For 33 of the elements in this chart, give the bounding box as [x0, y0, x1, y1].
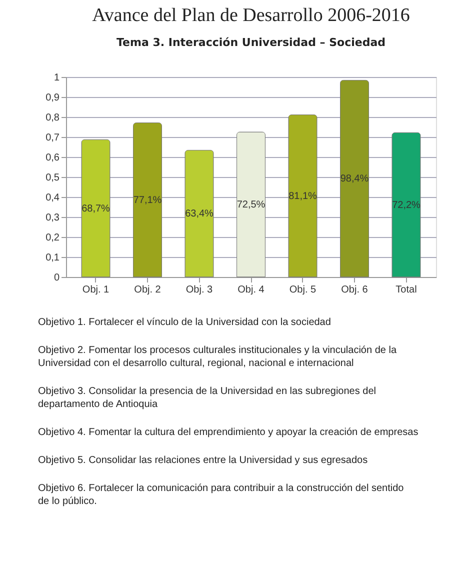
y-tick-label: 0,3 — [46, 212, 60, 224]
y-tick-label: 0,1 — [46, 252, 60, 264]
x-tick-label: Obj. 6 — [341, 284, 368, 296]
chart-subtitle: Tema 3. Interacción Universidad – Sociedad — [116, 36, 386, 49]
data-label: 63,4% — [185, 208, 214, 220]
y-tick-label: 0,9 — [46, 92, 60, 104]
data-label: 68,7% — [82, 203, 110, 214]
text: Objetivo 6. Fortalecer la comunicación para contribuir a la construcción del sentido de lo público. — [38, 483, 404, 507]
data-label: 98,4% — [340, 174, 369, 185]
x-tick-label: Obj. 1 — [82, 284, 110, 296]
text: Objetivo 2. Fomentar los procesos culturales institucionales y la vinculación de la Universidad con el desarrollo cultural, regional, nacional e internacional — [38, 345, 397, 369]
text: Objetivo 1. Fortalecer el vínculo de la Universidad con la sociedad — [38, 317, 331, 328]
y-tick-label: 0 — [54, 272, 60, 284]
x-tick-label: Obj. 4 — [238, 284, 265, 296]
y-tick-label: 0,7 — [46, 132, 60, 144]
y-tick-label: 0,2 — [46, 232, 60, 244]
x-tick-label: Obj. 3 — [186, 284, 214, 296]
y-tick-label: 1 — [54, 72, 60, 84]
y-tick-label: 0,5 — [46, 172, 60, 184]
x-tick-label: Obj. 5 — [289, 284, 317, 296]
data-label: 81,1% — [288, 190, 318, 202]
y-tick-label: 0,4 — [46, 192, 60, 204]
data-label: 72,5% — [236, 200, 266, 210]
x-tick-label: Total — [396, 284, 417, 296]
data-label: 77,1% — [133, 194, 162, 206]
y-tick-label: 0,8 — [46, 112, 60, 124]
data-label: 72,2% — [392, 200, 421, 211]
x-tick-label: Obj. 2 — [134, 284, 162, 296]
text: Objetivo 5. Consolidar las relaciones entre la Universidad y sus egresados — [38, 455, 368, 466]
text: Objetivo 4. Fomentar la cultura del emprendimiento y apoyar la creación de empresas — [38, 427, 418, 438]
y-tick-label: 0,6 — [46, 152, 60, 164]
text: Objetivo 3. Consolidar la presencia de la Universidad en las subregiones del departamento de Antioquia — [38, 386, 376, 410]
chart-title: Avance del Plan de Desarrollo 2006-2016 — [92, 5, 410, 26]
